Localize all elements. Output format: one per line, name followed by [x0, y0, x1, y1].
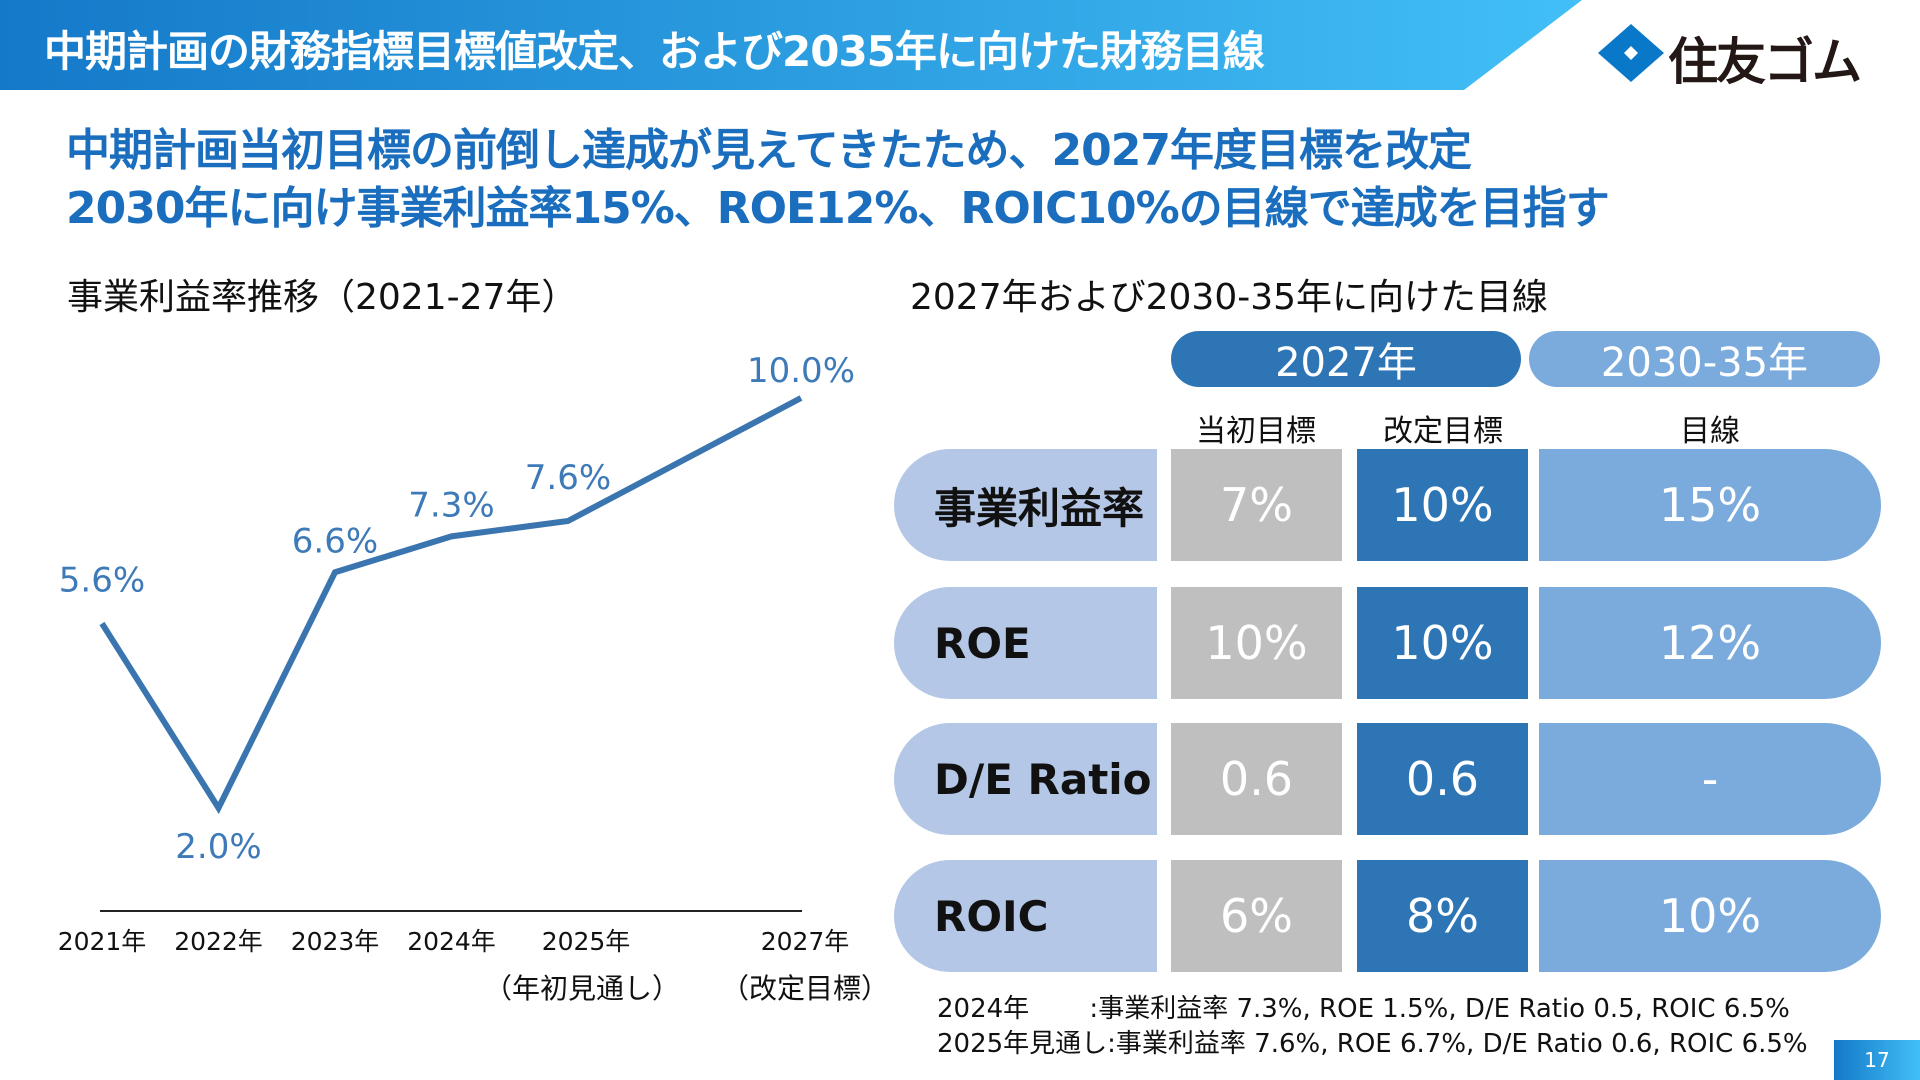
row-label: 事業利益率: [894, 449, 1157, 561]
targets-title: 2027年および2030-35年に向けた目線: [910, 277, 1549, 318]
data-label: 2.0%: [175, 827, 261, 867]
row-label: ROIC: [894, 860, 1157, 972]
footnote-2024: 2024年 :事業利益率 7.3%, ROE 1.5%, D/E Ratio 0…: [937, 994, 1790, 1024]
column-header-revised: 改定目標: [1383, 414, 1503, 449]
revised-target-cell: 0.6: [1357, 723, 1528, 835]
data-label: 7.6%: [525, 458, 611, 498]
row-label: D/E Ratio: [894, 723, 1157, 835]
data-label: 6.6%: [292, 521, 378, 561]
x-tick-label: 2025年: [542, 927, 631, 956]
footnote-2025: 2025年見通し:事業利益率 7.6%, ROE 6.7%, D/E Ratio…: [937, 1029, 1808, 1059]
initial-target-cell: 0.6: [1171, 723, 1342, 835]
profit-margin-line-chart: 5.6% 2021年 2.0% 2022年 6.6% 2023年 7.3% 2024年 7.6%…: [58, 351, 889, 1005]
x-tick-label: 2022年: [174, 927, 263, 956]
outlook-cell: 12%: [1539, 587, 1881, 699]
initial-target-cell: 6%: [1171, 860, 1342, 972]
outlook-cell: -: [1539, 723, 1881, 835]
column-header-outlook: 目線: [1680, 414, 1740, 449]
x-tick-label: 2023年: [291, 927, 380, 956]
logo-text: 住友ゴム: [1668, 33, 1862, 91]
series-line: [99, 395, 803, 815]
x-tick-note: （年初見通し）: [484, 972, 680, 1005]
x-tick-label: 2024年: [407, 927, 496, 956]
slide-title: 中期計画の財務指標目標値改定、および2035年に向けた財務目線: [44, 27, 1265, 76]
header-banner: [0, 0, 1582, 90]
group-header-2030-35: 2030-35年: [1529, 331, 1880, 387]
subtitle-line-2: 2030年に向け事業利益率15%、ROE12%、ROIC10%の目線で達成を目指…: [66, 183, 1610, 234]
x-tick-label: 2027年: [761, 927, 850, 956]
company-logo: 住友ゴム: [1596, 22, 1896, 91]
column-header-initial: 当初目標: [1196, 414, 1316, 449]
outlook-cell: 10%: [1539, 860, 1881, 972]
x-tick-note: （改定目標）: [721, 972, 889, 1005]
group-header-2027: 2027年: [1171, 331, 1521, 387]
row-label: ROE: [894, 587, 1157, 699]
outlook-cell: 15%: [1539, 449, 1881, 561]
logo-diamond-icon: [1598, 24, 1664, 82]
revised-target-cell: 10%: [1357, 587, 1528, 699]
chart-title: 事業利益率推移（2021-27年）: [67, 277, 578, 318]
revised-target-cell: 10%: [1357, 449, 1528, 561]
subtitle-line-1: 中期計画当初目標の前倒し達成が見えてきたため、2027年度目標を改定: [66, 125, 1472, 176]
revised-target-cell: 8%: [1357, 860, 1528, 972]
initial-target-cell: 10%: [1171, 587, 1342, 699]
data-label: 7.3%: [408, 485, 494, 525]
data-label: 10.0%: [747, 351, 855, 391]
initial-target-cell: 7%: [1171, 449, 1342, 561]
data-label: 5.6%: [59, 561, 145, 601]
x-tick-label: 2021年: [58, 927, 147, 956]
page-number: 17: [1834, 1040, 1920, 1080]
